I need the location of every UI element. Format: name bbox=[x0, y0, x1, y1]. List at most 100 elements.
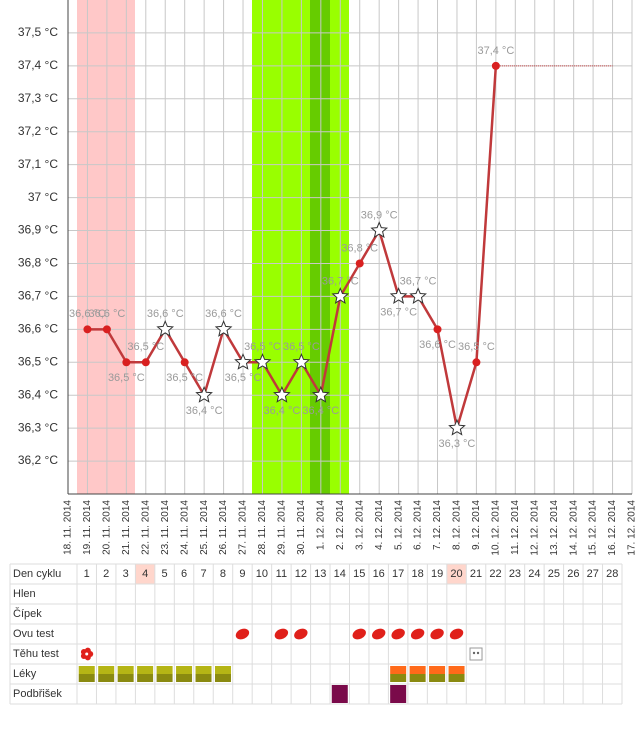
cycle-day: 2 bbox=[103, 568, 109, 580]
y-tick-label: 37,3 °C bbox=[18, 91, 58, 105]
petal-center bbox=[85, 652, 89, 656]
pill-icon bbox=[78, 666, 95, 682]
dot-point bbox=[122, 358, 131, 367]
y-tick-label: 36,8 °C bbox=[18, 256, 58, 270]
cycle-day: 7 bbox=[200, 568, 206, 580]
cycle-day: 18 bbox=[412, 568, 424, 580]
temperature-line bbox=[87, 65, 498, 429]
pill-icon bbox=[176, 666, 193, 682]
y-tick-label: 36,6 °C bbox=[18, 322, 58, 336]
cycle-day: 26 bbox=[567, 568, 579, 580]
x-tick-label: 9. 12. 2014 bbox=[471, 500, 482, 550]
value-label: 36,4 °C bbox=[302, 405, 339, 417]
ovu-drop bbox=[410, 628, 425, 640]
cycle-day: 5 bbox=[162, 568, 168, 580]
highlight-day bbox=[135, 564, 155, 584]
cycle-day: 8 bbox=[220, 568, 226, 580]
ovu-drop bbox=[372, 628, 386, 640]
y-tick-label: 36,4 °C bbox=[18, 387, 58, 401]
dot-point bbox=[433, 325, 442, 334]
star-point bbox=[448, 418, 466, 436]
pill-icon bbox=[195, 666, 212, 682]
pill-bottom bbox=[176, 674, 193, 682]
pill-icon bbox=[448, 666, 465, 682]
test-icon bbox=[469, 647, 483, 661]
value-label: 36,4 °C bbox=[186, 405, 223, 417]
pill-bottom bbox=[448, 674, 465, 682]
pill-top bbox=[409, 666, 426, 674]
pill-bottom bbox=[117, 674, 134, 682]
x-tick-label: 27. 11. 2014 bbox=[238, 500, 249, 555]
pill-top bbox=[390, 666, 407, 674]
pill-top bbox=[448, 666, 465, 674]
cycle-day: 6 bbox=[181, 568, 187, 580]
cycle-day: 1 bbox=[84, 568, 90, 580]
star-point bbox=[273, 385, 291, 403]
x-tick-label: 3. 12. 2014 bbox=[354, 500, 365, 550]
pill-top bbox=[156, 666, 173, 674]
value-label: 36,7 °C bbox=[400, 275, 437, 287]
ovu-drop bbox=[430, 628, 444, 640]
value-label: 36,9 °C bbox=[361, 209, 398, 221]
x-tick-label: 7. 12. 2014 bbox=[432, 500, 443, 550]
row-label: Léky bbox=[13, 668, 37, 680]
star-point bbox=[234, 353, 252, 370]
test-dot bbox=[476, 651, 480, 655]
dot-point bbox=[491, 61, 500, 70]
pill-top bbox=[98, 666, 115, 674]
cycle-day: 21 bbox=[470, 568, 482, 580]
test-body bbox=[469, 647, 483, 661]
star-point bbox=[292, 352, 311, 370]
pill-icon bbox=[214, 666, 231, 682]
x-tick-label: 17. 12. 2014 bbox=[627, 500, 638, 556]
pill-bottom bbox=[214, 674, 231, 682]
dot-point bbox=[141, 358, 150, 367]
x-tick-label: 14. 12. 2014 bbox=[568, 500, 579, 556]
flower-icon bbox=[80, 647, 94, 661]
cycle-day: 10 bbox=[256, 568, 268, 580]
period-band bbox=[77, 0, 135, 494]
x-tick-label: 10. 12. 2014 bbox=[491, 500, 502, 556]
pill-icon bbox=[137, 666, 154, 682]
pill-bottom bbox=[409, 674, 426, 682]
pill-top bbox=[117, 666, 134, 674]
pill-icon bbox=[409, 666, 426, 682]
x-tick-label: 4. 12. 2014 bbox=[374, 500, 385, 550]
pill-icon bbox=[390, 666, 407, 682]
x-tick-label: 20. 11. 2014 bbox=[102, 500, 113, 555]
value-label: 36,6 °C bbox=[147, 308, 184, 320]
y-tick-label: 36,9 °C bbox=[18, 223, 58, 237]
ovu-drop bbox=[294, 628, 308, 640]
cycle-day: 25 bbox=[548, 568, 560, 580]
pill-bottom bbox=[429, 674, 446, 682]
y-tick-label: 37,5 °C bbox=[18, 25, 58, 39]
x-tick-label: 23. 11. 2014 bbox=[160, 500, 171, 555]
highlight-day bbox=[446, 564, 467, 584]
pill-top bbox=[176, 666, 193, 674]
y-tick-label: 37 °C bbox=[28, 190, 58, 204]
dot-point bbox=[355, 259, 364, 268]
y-tick-label: 36,2 °C bbox=[18, 453, 58, 467]
petal bbox=[84, 647, 91, 654]
star-point bbox=[311, 385, 330, 403]
cycle-day: 19 bbox=[431, 568, 443, 580]
value-label: 36,5 °C bbox=[166, 372, 203, 384]
dot-point bbox=[102, 325, 111, 334]
value-label: 36,7 °C bbox=[322, 275, 359, 287]
x-tick-label: 22. 11. 2014 bbox=[140, 500, 151, 555]
dot-point bbox=[180, 358, 189, 367]
cycle-day: 22 bbox=[489, 568, 501, 580]
cycle-day: 3 bbox=[123, 568, 129, 580]
ovulation-band bbox=[310, 0, 330, 494]
value-label: 36,5 °C bbox=[127, 341, 164, 353]
x-tick-label: 1. 12. 2014 bbox=[315, 500, 326, 550]
value-label: 36,6 °C bbox=[205, 308, 242, 320]
pill-bottom bbox=[98, 674, 115, 682]
pill-top bbox=[429, 666, 446, 674]
cycle-day: 28 bbox=[606, 568, 618, 580]
cycle-day: 9 bbox=[239, 568, 245, 580]
pill-top bbox=[195, 666, 212, 674]
x-tick-label: 25. 11. 2014 bbox=[199, 500, 210, 555]
ovu-drop bbox=[274, 628, 289, 640]
x-tick-label: 30. 11. 2014 bbox=[296, 500, 307, 555]
